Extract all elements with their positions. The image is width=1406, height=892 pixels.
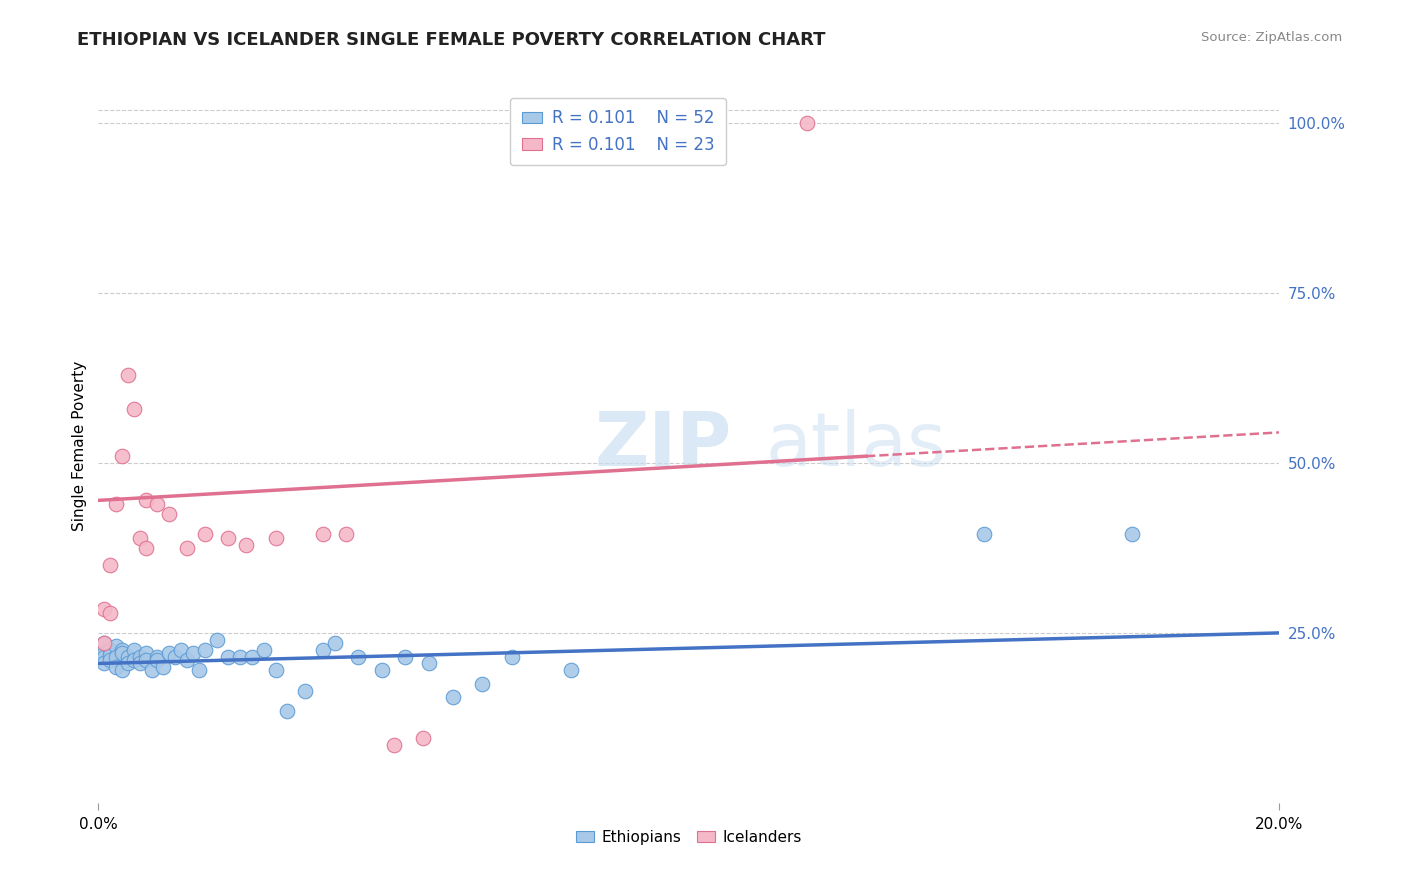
- Point: [122, 643, 145, 657]
- Point: [98, 606, 121, 620]
- Point: [418, 657, 440, 671]
- Point: [146, 653, 169, 667]
- Point: [347, 649, 370, 664]
- Point: [294, 683, 316, 698]
- Point: [441, 690, 464, 705]
- Point: [135, 646, 157, 660]
- Text: ZIP: ZIP: [595, 409, 731, 483]
- Point: [93, 649, 115, 664]
- Point: [128, 657, 150, 671]
- Point: [235, 537, 257, 551]
- Point: [93, 602, 115, 616]
- Point: [165, 649, 187, 664]
- Point: [181, 646, 204, 660]
- Point: [111, 663, 134, 677]
- Point: [122, 653, 145, 667]
- Legend: Ethiopians, Icelanders: Ethiopians, Icelanders: [568, 822, 810, 852]
- Point: [176, 541, 198, 555]
- Point: [128, 531, 150, 545]
- Point: [973, 527, 995, 541]
- Point: [276, 704, 298, 718]
- Point: [135, 493, 157, 508]
- Point: [93, 646, 115, 660]
- Point: [105, 649, 128, 664]
- Point: [111, 449, 134, 463]
- Point: [141, 663, 163, 677]
- Point: [253, 643, 276, 657]
- Point: [98, 643, 121, 657]
- Point: [312, 643, 335, 657]
- Point: [194, 527, 217, 541]
- Point: [157, 646, 180, 660]
- Point: [560, 663, 582, 677]
- Point: [98, 653, 121, 667]
- Point: [264, 663, 287, 677]
- Point: [501, 649, 523, 664]
- Point: [194, 643, 217, 657]
- Point: [135, 541, 157, 555]
- Point: [122, 401, 145, 416]
- Point: [394, 649, 416, 664]
- Point: [111, 643, 134, 657]
- Point: [176, 653, 198, 667]
- Point: [264, 531, 287, 545]
- Point: [146, 649, 169, 664]
- Point: [146, 497, 169, 511]
- Text: ETHIOPIAN VS ICELANDER SINGLE FEMALE POVERTY CORRELATION CHART: ETHIOPIAN VS ICELANDER SINGLE FEMALE POV…: [77, 31, 825, 49]
- Point: [117, 368, 139, 382]
- Point: [105, 660, 128, 674]
- Point: [117, 657, 139, 671]
- Point: [157, 507, 180, 521]
- Point: [105, 497, 128, 511]
- Point: [796, 116, 818, 130]
- Point: [471, 677, 494, 691]
- Point: [371, 663, 394, 677]
- Point: [412, 731, 434, 746]
- Y-axis label: Single Female Poverty: Single Female Poverty: [72, 361, 87, 531]
- Point: [312, 527, 335, 541]
- Point: [152, 660, 174, 674]
- Point: [187, 663, 209, 677]
- Point: [98, 648, 121, 662]
- Point: [323, 636, 346, 650]
- Point: [170, 643, 193, 657]
- Text: atlas: atlas: [766, 409, 946, 483]
- Point: [229, 649, 252, 664]
- Point: [240, 649, 263, 664]
- Point: [128, 649, 150, 664]
- Point: [335, 527, 357, 541]
- Point: [111, 646, 134, 660]
- Point: [93, 657, 115, 671]
- Point: [217, 649, 239, 664]
- Point: [1121, 527, 1143, 541]
- Point: [117, 649, 139, 664]
- Point: [205, 632, 228, 647]
- Point: [135, 653, 157, 667]
- Point: [382, 738, 405, 752]
- Point: [105, 640, 128, 654]
- Point: [217, 531, 239, 545]
- Point: [93, 636, 115, 650]
- Point: [93, 636, 115, 650]
- Point: [98, 558, 121, 572]
- Text: Source: ZipAtlas.com: Source: ZipAtlas.com: [1202, 31, 1343, 45]
